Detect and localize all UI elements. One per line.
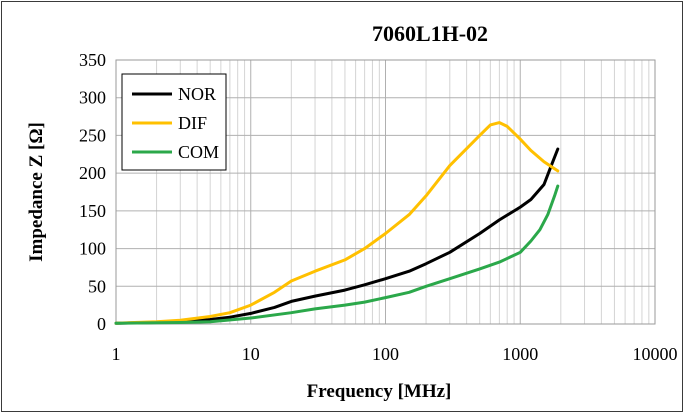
plot-area-border bbox=[115, 59, 656, 325]
minor-gridlines bbox=[156, 60, 650, 324]
data-series bbox=[114, 121, 560, 325]
chart-title: 7060L1H-02 bbox=[372, 21, 488, 46]
x-tick-label: 1000 bbox=[502, 344, 538, 364]
legend: NOR DIF COM bbox=[121, 73, 227, 171]
x-tick-label: 1 bbox=[112, 344, 121, 364]
y-tick-label: 100 bbox=[79, 239, 106, 259]
y-axis-ticks: 0 50 100 150 200 250 300 350 bbox=[79, 50, 106, 334]
y-axis-label: Impedance Z [Ω] bbox=[26, 122, 47, 262]
series-line-nor bbox=[114, 147, 560, 325]
legend-label-dif: DIF bbox=[178, 113, 207, 133]
x-tick-label: 10 bbox=[242, 344, 260, 364]
y-tick-label: 300 bbox=[79, 88, 106, 108]
x-axis-ticks: 1 10 100 1000 10000 bbox=[112, 344, 678, 364]
legend-label-com: COM bbox=[178, 142, 219, 162]
x-tick-label: 100 bbox=[372, 344, 399, 364]
y-tick-label: 350 bbox=[79, 50, 106, 70]
y-tick-label: 250 bbox=[79, 125, 106, 145]
y-tick-label: 50 bbox=[88, 276, 106, 296]
series-line-dif bbox=[114, 121, 560, 325]
y-tick-label: 150 bbox=[79, 201, 106, 221]
legend-label-nor: NOR bbox=[178, 84, 216, 104]
series-line-com bbox=[114, 184, 560, 325]
x-tick-label: 10000 bbox=[633, 344, 678, 364]
x-axis-label: Frequency [MHz] bbox=[307, 381, 452, 402]
y-tick-label: 0 bbox=[97, 314, 106, 334]
y-tick-label: 200 bbox=[79, 163, 106, 183]
